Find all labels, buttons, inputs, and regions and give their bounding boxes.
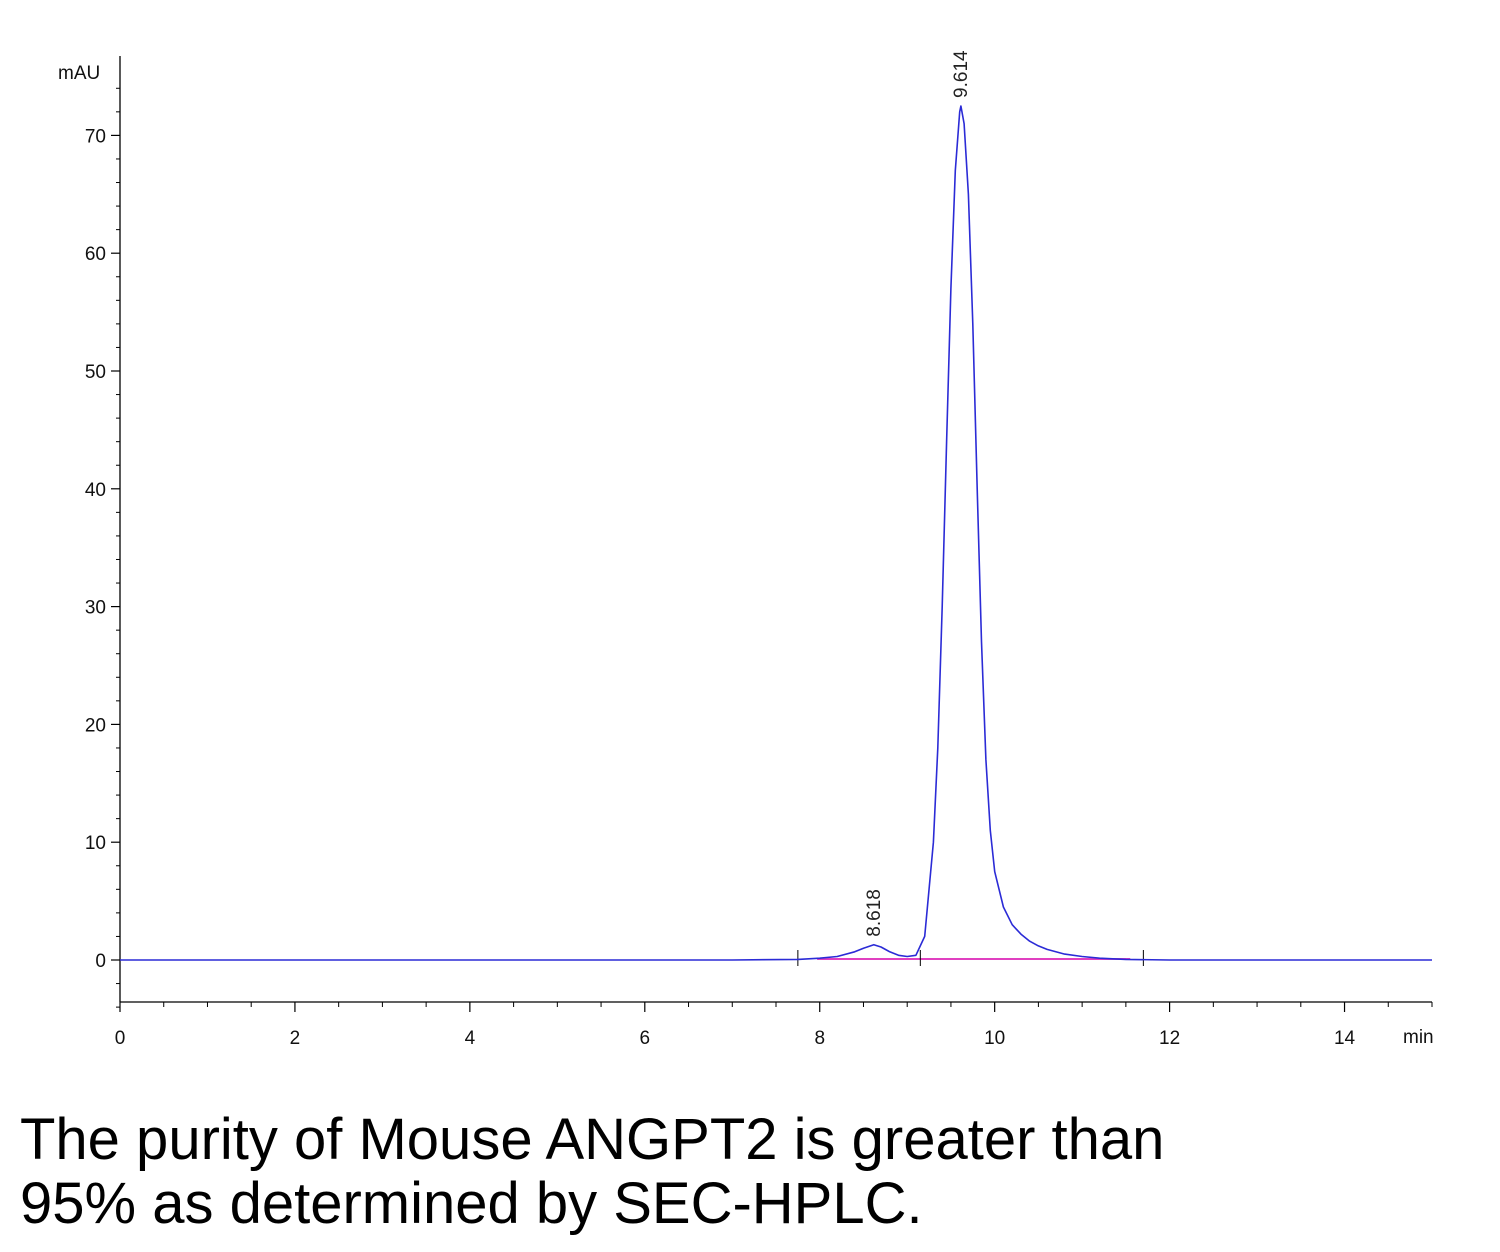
y-tick-label: 20	[85, 715, 106, 736]
x-axis-unit-label: min	[1403, 1027, 1434, 1048]
y-tick-label: 0	[95, 951, 106, 972]
y-tick-label: 30	[85, 598, 106, 619]
signal-trace	[120, 105, 1432, 961]
y-tick-label: 60	[85, 244, 106, 265]
y-tick-label: 70	[85, 126, 106, 147]
x-tick-label: 10	[984, 1028, 1005, 1049]
x-tick-label: 12	[1159, 1028, 1180, 1049]
y-tick-label: 40	[85, 480, 106, 501]
integration-baseline	[797, 950, 1144, 966]
x-tick-label: 14	[1334, 1028, 1356, 1049]
caption-line-2: 95% as determined by SEC-HPLC.	[20, 1171, 923, 1236]
x-tick-label: 0	[115, 1028, 126, 1049]
peak-label: 9.614	[951, 50, 972, 98]
caption-line-1: The purity of Mouse ANGPT2 is greater th…	[20, 1107, 1165, 1172]
chart-axes	[119, 56, 1432, 1003]
y-tick-label: 50	[85, 362, 106, 383]
x-tick-label: 2	[290, 1028, 301, 1049]
x-tick-label: 4	[465, 1028, 476, 1049]
peak-labels: 8.618 9.614	[864, 50, 972, 937]
purity-caption: The purity of Mouse ANGPT2 is greater th…	[20, 1108, 1480, 1236]
y-axis-unit-label: mAU	[58, 63, 100, 84]
x-tick-label: 6	[640, 1028, 651, 1049]
x-tick-label: 8	[814, 1028, 825, 1049]
peak-label: 8.618	[864, 889, 885, 937]
y-tick-label: 10	[85, 833, 106, 854]
chromatogram-chart: 0 10 20 30 40 50 60 70 0 2 4 6 8 10 12 14 8.618 9.614 mA…	[58, 50, 1434, 1049]
signal-line	[120, 105, 1432, 961]
chart-ticks: 0 10 20 30 40 50 60 70 0 2 4 6 8 10 12 14	[85, 87, 1433, 1049]
